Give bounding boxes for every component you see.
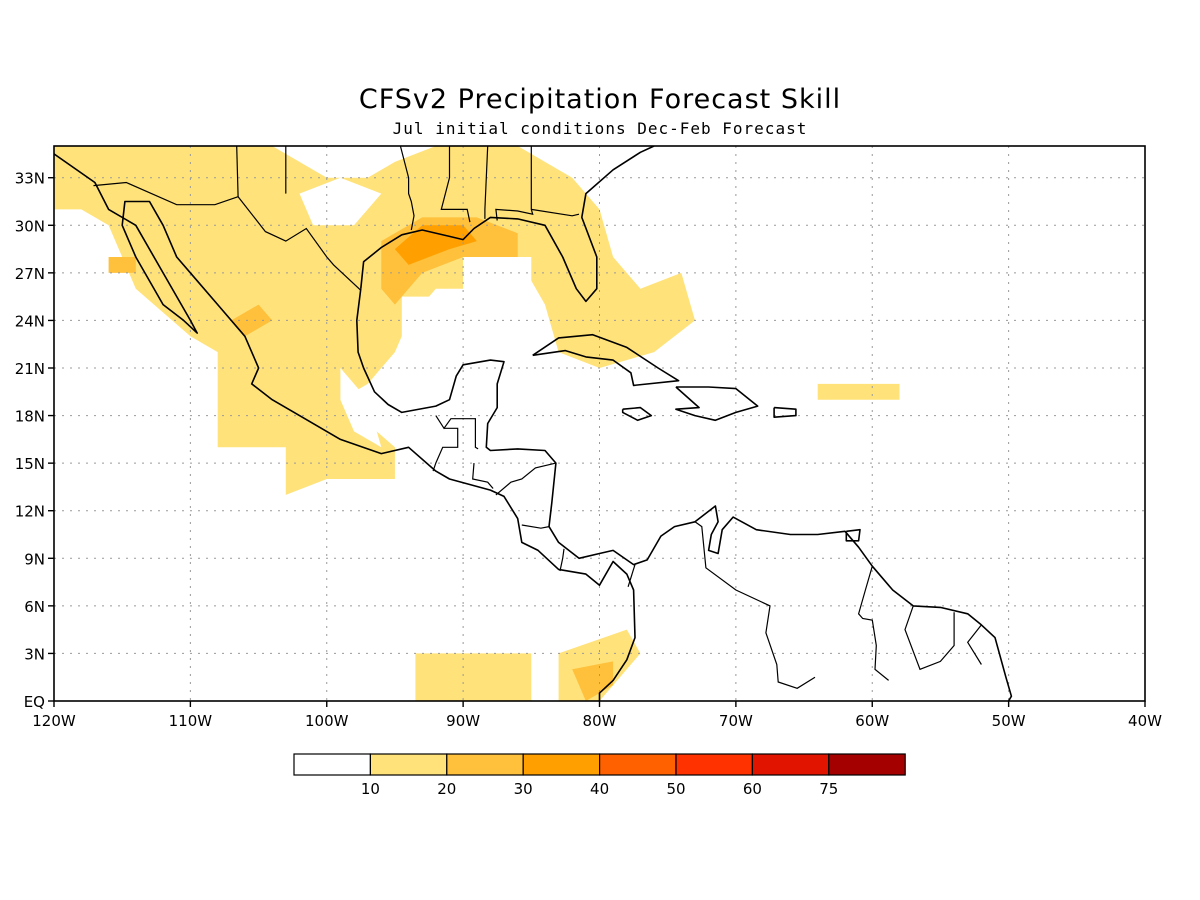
- colorbar-label: 50: [666, 780, 685, 798]
- y-tick-label: 12N: [15, 503, 45, 521]
- colorbar-swatch: [828, 753, 906, 776]
- coastline: [675, 386, 759, 422]
- y-tick-label: 27N: [15, 265, 45, 283]
- colorbar-swatch: [369, 753, 448, 776]
- colorbar-label: 20: [437, 780, 456, 798]
- political-border: [440, 146, 471, 223]
- coastline: [773, 406, 797, 419]
- political-border: [472, 463, 494, 489]
- political-border: [559, 548, 565, 572]
- skill-region-level-1: [817, 383, 900, 400]
- political-border: [484, 146, 489, 219]
- political-border: [857, 566, 889, 681]
- x-tick-label: 70W: [719, 712, 753, 730]
- political-border: [93, 181, 362, 291]
- colorbar-swatch: [293, 753, 372, 776]
- y-tick-label: 18N: [15, 408, 45, 426]
- no-skill-region: [340, 368, 382, 448]
- x-tick-label: 50W: [992, 712, 1026, 730]
- coastline: [532, 333, 680, 387]
- political-border: [521, 524, 550, 529]
- colorbar-swatch: [522, 753, 601, 776]
- no-skill-region: [401, 257, 532, 337]
- skill-region-level-2: [108, 257, 136, 273]
- y-tick-label: 9N: [24, 550, 45, 568]
- colorbar-swatch: [675, 753, 754, 776]
- skill-region-level-2: [231, 304, 273, 337]
- political-border: [531, 208, 580, 217]
- colorbar-label: 10: [361, 780, 380, 798]
- y-tick-label: EQ: [24, 693, 45, 711]
- political-border: [432, 427, 459, 472]
- x-tick-label: 110W: [169, 712, 213, 730]
- political-border: [236, 146, 239, 197]
- political-border: [495, 462, 557, 496]
- y-tick-label: 21N: [15, 360, 45, 378]
- x-tick-label: 80W: [583, 712, 617, 730]
- colorbar-swatch: [598, 753, 677, 776]
- x-tick-label: 120W: [32, 712, 76, 730]
- map-title: CFSv2 Precipitation Forecast Skill: [358, 84, 842, 115]
- coastline: [845, 528, 861, 542]
- colorbar-swatch: [751, 753, 830, 776]
- y-tick-label: 15N: [15, 455, 45, 473]
- political-border: [435, 415, 479, 450]
- no-skill-region: [299, 177, 382, 226]
- x-tick-label: 40W: [1128, 712, 1162, 730]
- coastline: [621, 406, 653, 422]
- y-tick-label: 30N: [15, 217, 45, 235]
- x-tick-label: 100W: [305, 712, 349, 730]
- colorbar-swatch: [446, 753, 524, 776]
- x-tick-label: 60W: [855, 712, 889, 730]
- political-border: [627, 564, 636, 587]
- political-border: [966, 624, 982, 665]
- y-tick-label: 3N: [24, 645, 45, 663]
- skill-region-level-3: [394, 225, 477, 265]
- y-tick-label: 33N: [15, 170, 45, 188]
- political-border: [694, 521, 816, 689]
- colorbar-label: 60: [743, 780, 762, 798]
- colorbar-label: 75: [819, 780, 838, 798]
- colorbar-label: 30: [514, 780, 533, 798]
- political-border: [399, 146, 415, 231]
- coastline: [360, 146, 655, 303]
- x-tick-label: 90W: [446, 712, 480, 730]
- political-border: [495, 146, 534, 221]
- skill-region-level-2: [572, 661, 614, 701]
- y-tick-label: 24N: [15, 312, 45, 330]
- coastline: [54, 153, 636, 701]
- coastline: [355, 288, 1013, 701]
- skill-region-level-1: [415, 653, 532, 701]
- y-tick-label: 6N: [24, 598, 45, 616]
- political-border: [904, 605, 955, 671]
- map-subtitle: Jul initial conditions Dec-Feb Forecast: [392, 119, 808, 138]
- colorbar-label: 40: [590, 780, 609, 798]
